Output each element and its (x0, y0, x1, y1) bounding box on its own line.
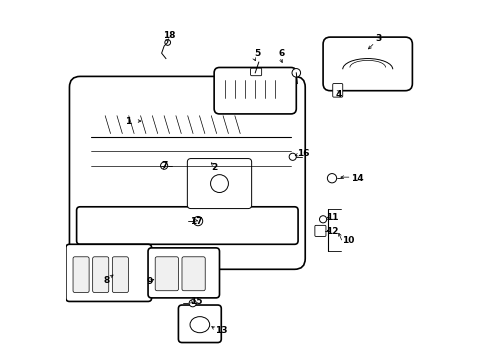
FancyBboxPatch shape (314, 225, 325, 237)
FancyBboxPatch shape (182, 257, 205, 291)
FancyBboxPatch shape (187, 158, 251, 208)
Text: 5: 5 (253, 49, 260, 58)
Circle shape (288, 153, 296, 160)
FancyBboxPatch shape (73, 257, 89, 293)
FancyBboxPatch shape (66, 244, 151, 301)
Circle shape (319, 216, 326, 223)
Circle shape (164, 40, 170, 45)
Text: 1: 1 (125, 117, 131, 126)
FancyBboxPatch shape (214, 67, 296, 114)
Circle shape (189, 300, 196, 307)
Text: 3: 3 (375, 35, 381, 44)
Text: 18: 18 (163, 31, 175, 40)
Text: 4: 4 (335, 90, 342, 99)
Text: 6: 6 (278, 49, 285, 58)
Circle shape (193, 216, 203, 226)
FancyBboxPatch shape (112, 257, 128, 293)
FancyBboxPatch shape (332, 84, 342, 97)
FancyBboxPatch shape (178, 305, 221, 342)
FancyBboxPatch shape (148, 248, 219, 298)
Circle shape (210, 175, 228, 193)
Circle shape (160, 162, 167, 169)
Text: 16: 16 (297, 149, 309, 158)
Text: 13: 13 (215, 325, 227, 334)
Circle shape (291, 68, 300, 77)
FancyBboxPatch shape (69, 76, 305, 269)
FancyBboxPatch shape (250, 68, 261, 76)
Ellipse shape (190, 317, 209, 333)
FancyBboxPatch shape (93, 257, 108, 293)
Text: 9: 9 (146, 277, 153, 286)
FancyBboxPatch shape (323, 37, 411, 91)
FancyBboxPatch shape (155, 257, 178, 291)
Text: 7: 7 (161, 161, 167, 170)
Circle shape (326, 174, 336, 183)
Text: 17: 17 (189, 217, 202, 226)
FancyBboxPatch shape (77, 207, 298, 244)
Text: 15: 15 (190, 297, 202, 306)
Text: 8: 8 (103, 275, 110, 284)
Text: 12: 12 (325, 227, 338, 236)
Text: 2: 2 (211, 163, 217, 172)
Text: 10: 10 (341, 236, 354, 245)
Text: 11: 11 (325, 213, 338, 222)
Text: 14: 14 (350, 174, 363, 183)
